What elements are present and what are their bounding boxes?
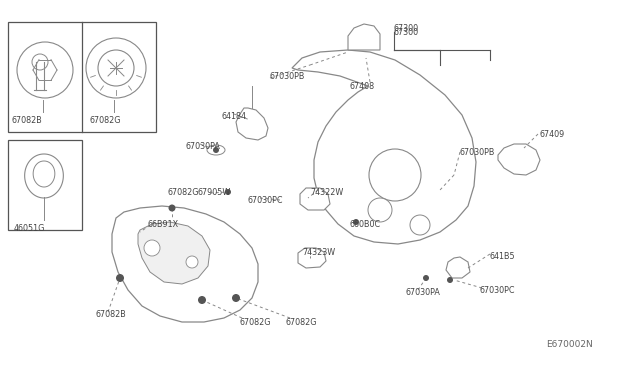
Text: 641B5: 641B5 xyxy=(490,252,516,261)
Text: 67300: 67300 xyxy=(394,28,419,37)
Circle shape xyxy=(98,50,134,86)
Text: 67030PB: 67030PB xyxy=(460,148,495,157)
Circle shape xyxy=(368,198,392,222)
Circle shape xyxy=(369,149,421,201)
Text: E670002N: E670002N xyxy=(546,340,593,349)
Text: 67030PC: 67030PC xyxy=(480,286,515,295)
Polygon shape xyxy=(138,222,210,284)
Polygon shape xyxy=(25,154,63,198)
Bar xyxy=(8,140,82,230)
Polygon shape xyxy=(298,248,326,268)
Circle shape xyxy=(423,275,429,281)
Circle shape xyxy=(447,277,453,283)
Polygon shape xyxy=(112,206,258,322)
Text: 64184: 64184 xyxy=(222,112,247,121)
Text: 67082B: 67082B xyxy=(12,116,43,125)
Circle shape xyxy=(232,294,240,302)
Text: 67030PB: 67030PB xyxy=(270,72,305,81)
Polygon shape xyxy=(236,108,268,140)
Text: 74323W: 74323W xyxy=(302,248,335,257)
Polygon shape xyxy=(348,24,380,50)
Text: 67030PC: 67030PC xyxy=(248,196,284,205)
Text: 67082B: 67082B xyxy=(96,310,127,319)
Circle shape xyxy=(353,219,359,225)
Polygon shape xyxy=(300,188,330,210)
Text: 66B91X: 66B91X xyxy=(148,220,179,229)
Text: 74322W: 74322W xyxy=(310,188,343,197)
Text: 660B0C: 660B0C xyxy=(350,220,381,229)
Text: 67300: 67300 xyxy=(394,24,419,33)
Polygon shape xyxy=(292,50,476,244)
Circle shape xyxy=(168,205,175,212)
Circle shape xyxy=(32,54,48,70)
Ellipse shape xyxy=(207,145,225,155)
Text: 67409: 67409 xyxy=(540,130,565,139)
Text: 67408: 67408 xyxy=(350,82,375,91)
Circle shape xyxy=(186,256,198,268)
Circle shape xyxy=(198,296,206,304)
Circle shape xyxy=(213,147,219,153)
Text: 67082G: 67082G xyxy=(168,188,200,197)
Circle shape xyxy=(410,215,430,235)
Circle shape xyxy=(17,42,73,98)
Text: 46051G: 46051G xyxy=(14,224,45,233)
Text: 67030PA: 67030PA xyxy=(186,142,221,151)
Text: 67905W: 67905W xyxy=(198,188,231,197)
Text: 67082G: 67082G xyxy=(90,116,122,125)
Bar xyxy=(8,22,156,132)
Circle shape xyxy=(225,189,231,195)
Polygon shape xyxy=(498,144,540,175)
Text: 67082G: 67082G xyxy=(286,318,317,327)
Text: 67082G: 67082G xyxy=(240,318,271,327)
Text: 67030PA: 67030PA xyxy=(406,288,441,297)
Polygon shape xyxy=(33,161,55,187)
Polygon shape xyxy=(446,257,470,278)
Circle shape xyxy=(144,240,160,256)
Circle shape xyxy=(116,274,124,282)
Circle shape xyxy=(86,38,146,98)
